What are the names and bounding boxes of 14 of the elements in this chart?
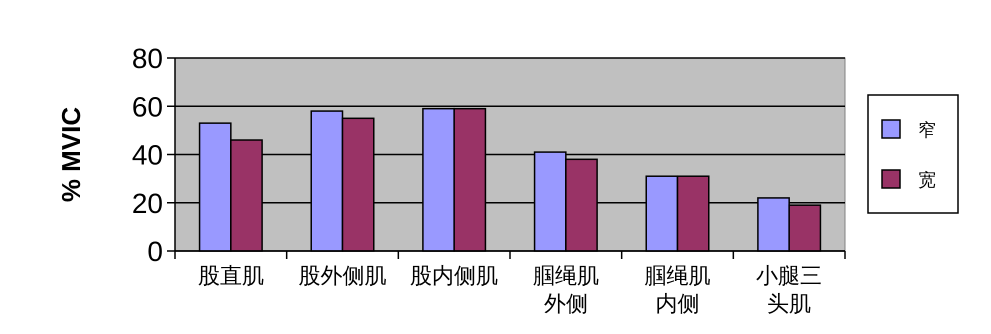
y-tick-label: 20 [132,188,163,219]
x-tick-label: 股直肌 [198,264,264,289]
y-axis-title: % MVIC [56,106,86,202]
x-tick-label: 股内侧肌 [410,264,498,289]
x-tick-label: 腘绳肌外侧 [532,264,599,317]
legend-label: 宽 [918,170,936,191]
y-tick-label: 40 [132,140,163,170]
x-tick-label: 小腿三头肌 [756,264,822,317]
y-tick-label: 80 [132,43,163,74]
y-tick-label: 60 [132,91,163,122]
x-tick-label: 股外侧肌 [298,264,386,289]
y-tick-label: 0 [147,236,163,267]
x-tick-label: 腘绳肌内侧 [644,264,710,317]
legend-label: 窄 [918,120,936,141]
